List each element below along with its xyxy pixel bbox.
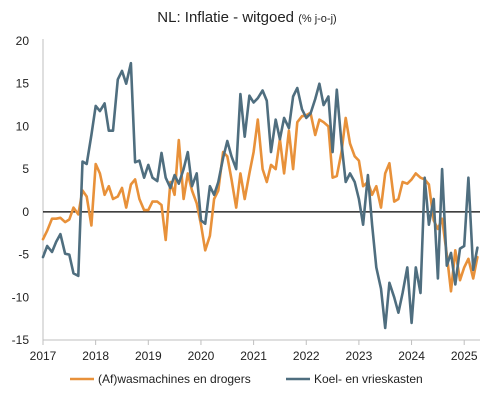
y-tick-label: 15 <box>16 77 30 91</box>
chart-subtitle: (% j-o-j) <box>298 13 337 25</box>
y-tick-label: -15 <box>12 333 30 347</box>
series-line-2 <box>41 61 479 330</box>
y-tick-label: -5 <box>18 248 29 262</box>
x-tick-label: 2018 <box>82 349 109 363</box>
x-tick-label: 2017 <box>30 349 57 363</box>
legend: (Af)wasmachines en drogers Koel- en vries… <box>70 372 423 386</box>
x-tick-label: 2022 <box>293 349 320 363</box>
y-tick-label: 5 <box>22 162 29 176</box>
x-tick-label: 2024 <box>398 349 425 363</box>
y-axis: 20 15 10 5 0 -5 -10 -15 <box>12 34 30 347</box>
y-tick-label: 10 <box>16 119 30 133</box>
y-tick-label: 0 <box>22 205 29 219</box>
series-line-1 <box>41 111 479 293</box>
x-tick-label: 2019 <box>135 349 162 363</box>
y-tick-label: 20 <box>16 34 30 48</box>
legend-label-1: (Af)wasmachines en drogers <box>98 372 251 386</box>
x-axis: 2017 2018 2019 2020 2021 2022 2023 2024 2025 <box>30 339 480 363</box>
series-lines <box>41 61 479 330</box>
legend-label-2: Koel- en vrieskasten <box>314 372 423 386</box>
chart-title: NL: Inflatie - witgoed (% j-o-j) <box>157 9 336 26</box>
x-tick-label: 2021 <box>240 349 267 363</box>
x-tick-label: 2020 <box>188 349 215 363</box>
y-tick-label: -10 <box>12 290 30 304</box>
x-tick-label: 2025 <box>451 349 478 363</box>
chart-title-main: NL: Inflatie - witgoed <box>157 9 294 26</box>
x-tick-label: 2023 <box>346 349 373 363</box>
